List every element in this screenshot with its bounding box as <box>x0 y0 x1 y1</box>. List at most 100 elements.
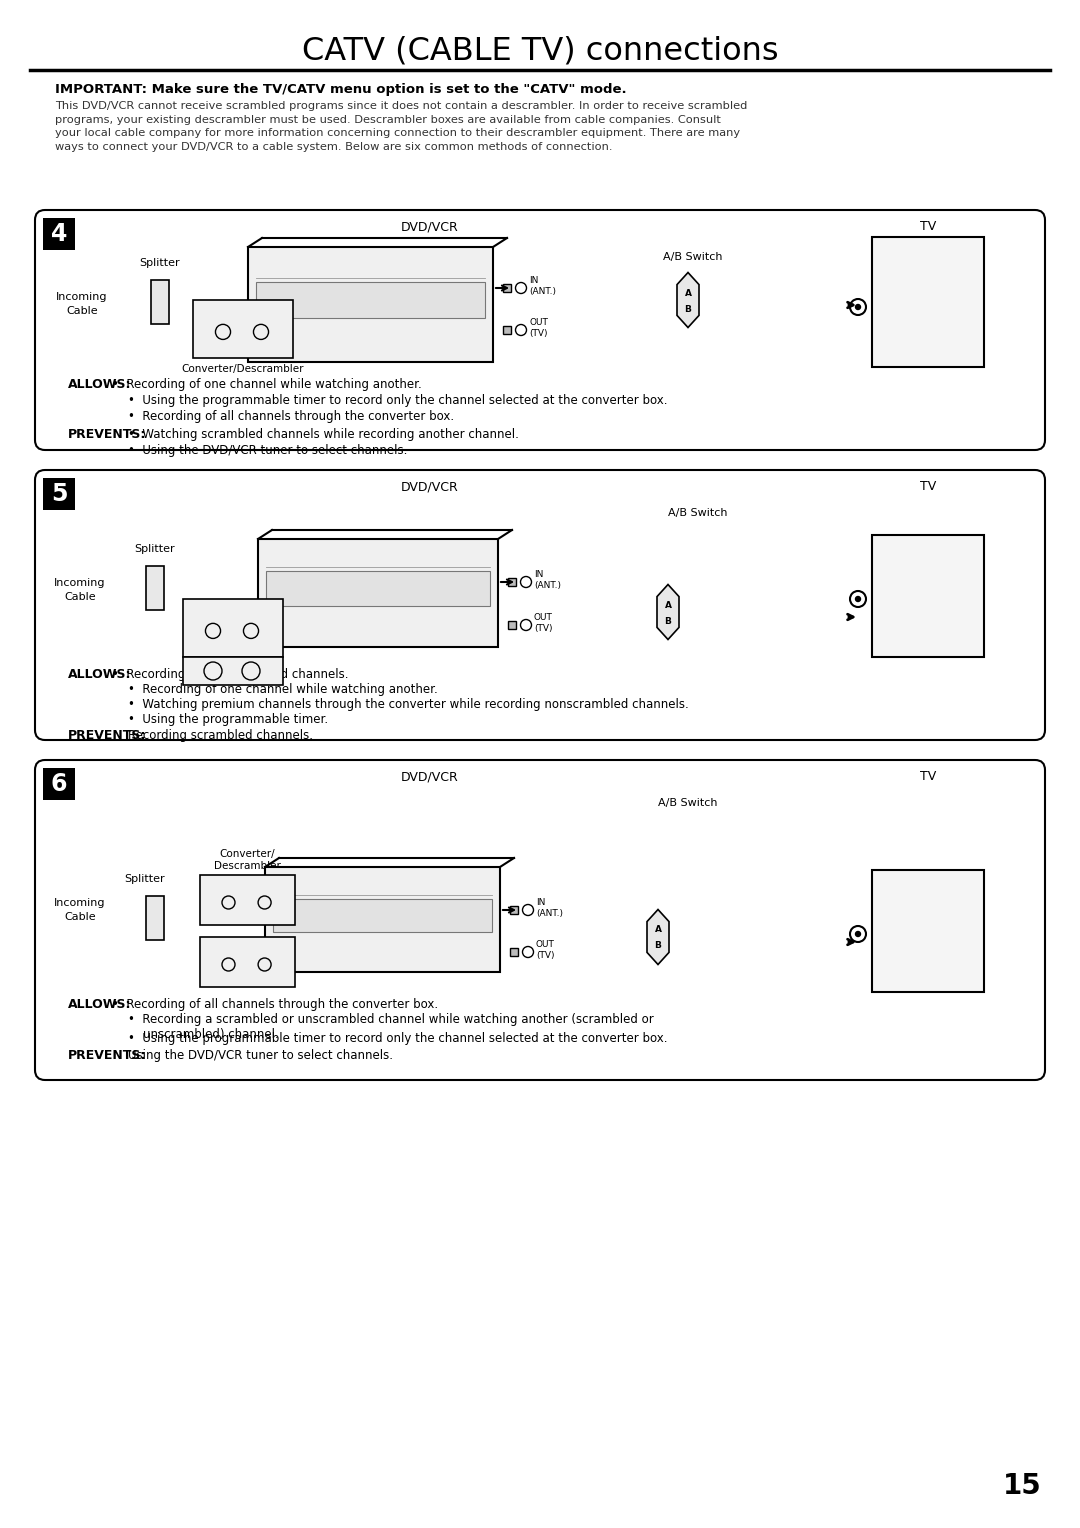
Text: 6: 6 <box>51 772 67 796</box>
Circle shape <box>515 283 527 293</box>
Circle shape <box>850 591 866 607</box>
Text: Incoming
Cable: Incoming Cable <box>56 292 108 316</box>
Text: CATV (CABLE TV) connections: CATV (CABLE TV) connections <box>301 37 779 67</box>
Text: •  Watching premium channels through the converter while recording nonscrambled : • Watching premium channels through the … <box>129 698 689 711</box>
Text: VHF/UHF
IN (ANT): VHF/UHF IN (ANT) <box>905 573 950 596</box>
FancyBboxPatch shape <box>35 209 1045 451</box>
Polygon shape <box>677 272 699 327</box>
Text: Incoming
Cable: Incoming Cable <box>54 579 106 602</box>
Circle shape <box>523 946 534 958</box>
Bar <box>508 620 516 630</box>
Circle shape <box>855 304 861 310</box>
Bar <box>503 284 511 292</box>
Text: Splitter: Splitter <box>139 258 180 267</box>
Circle shape <box>515 324 527 336</box>
Text: IMPORTANT: Make sure the TV/CATV menu option is set to the "CATV" mode.: IMPORTANT: Make sure the TV/CATV menu op… <box>55 83 626 96</box>
Text: Converter/
Descrambler: Converter/ Descrambler <box>200 617 267 639</box>
Text: •  Recording of one channel while watching another.: • Recording of one channel while watchin… <box>129 683 437 695</box>
Circle shape <box>855 932 861 937</box>
Text: •  Watching scrambled channels while recording another channel.: • Watching scrambled channels while reco… <box>129 428 518 442</box>
Bar <box>200 937 295 987</box>
Text: PREVENTS:: PREVENTS: <box>68 729 147 743</box>
Bar <box>872 237 984 367</box>
Bar <box>151 280 168 324</box>
Bar <box>258 539 498 646</box>
Text: A: A <box>685 289 691 298</box>
Circle shape <box>850 926 866 941</box>
Polygon shape <box>647 909 669 964</box>
Text: DVD/VCR: DVD/VCR <box>401 770 459 782</box>
Bar <box>256 281 485 318</box>
Text: B: B <box>664 616 672 625</box>
Text: •  Using the programmable timer to record only the channel selected at the conve: • Using the programmable timer to record… <box>129 1031 667 1045</box>
Text: Converter/
Descrambler: Converter/ Descrambler <box>214 848 281 871</box>
Text: 15: 15 <box>1003 1471 1042 1500</box>
Text: Converter/Descrambler: Converter/Descrambler <box>181 364 305 374</box>
Bar <box>503 325 511 335</box>
Text: A/B Switch: A/B Switch <box>658 798 718 808</box>
Text: PREVENTS:: PREVENTS: <box>68 1050 147 1062</box>
Text: •  Using the programmable timer.: • Using the programmable timer. <box>129 714 328 726</box>
Text: Splitter: Splitter <box>135 544 175 555</box>
Circle shape <box>521 576 531 587</box>
Bar <box>510 906 518 914</box>
Text: TV: TV <box>920 220 936 232</box>
Text: ALLOWS:: ALLOWS: <box>68 377 132 391</box>
Polygon shape <box>657 585 679 640</box>
Bar <box>146 565 164 610</box>
Bar <box>266 571 490 607</box>
Text: VHF/UHF
IN (ANT): VHF/UHF IN (ANT) <box>905 278 950 301</box>
Text: Using the DVD/VCR tuner to select channels.: Using the DVD/VCR tuner to select channe… <box>129 1050 393 1062</box>
Text: 4: 4 <box>51 222 67 246</box>
Text: DVD/VCR: DVD/VCR <box>401 480 459 494</box>
Text: •  Recording a scrambled or unscrambled channel while watching another (scramble: • Recording a scrambled or unscrambled c… <box>129 1013 653 1041</box>
Bar <box>872 535 984 657</box>
Bar <box>183 599 283 657</box>
Bar <box>508 578 516 587</box>
Text: DVD/VCR: DVD/VCR <box>401 220 459 232</box>
Text: 5: 5 <box>51 481 67 506</box>
Text: VHF/UHF
IN (ANT): VHF/UHF IN (ANT) <box>905 908 950 931</box>
Bar <box>510 947 518 957</box>
Text: •  Recording of one channel while watching another.: • Recording of one channel while watchin… <box>112 377 422 391</box>
Circle shape <box>523 905 534 915</box>
Text: IN
(ANT.): IN (ANT.) <box>529 277 556 296</box>
Circle shape <box>855 596 861 602</box>
FancyBboxPatch shape <box>35 759 1045 1080</box>
Text: •  Recording of nonscrambled channels.: • Recording of nonscrambled channels. <box>112 668 349 681</box>
Text: B: B <box>654 941 661 950</box>
Text: This DVD/VCR cannot receive scrambled programs since it does not contain a descr: This DVD/VCR cannot receive scrambled pr… <box>55 101 747 151</box>
Text: IN
(ANT.): IN (ANT.) <box>536 898 563 918</box>
Text: A: A <box>654 926 661 935</box>
Text: A/B Switch: A/B Switch <box>663 252 723 261</box>
Text: Splitter: Splitter <box>124 874 165 885</box>
Bar <box>872 869 984 992</box>
Text: Incoming
Cable: Incoming Cable <box>54 898 106 921</box>
Text: Converter/
Descrambler: Converter/ Descrambler <box>214 950 281 973</box>
Text: •  Recording of all channels through the converter box.: • Recording of all channels through the … <box>112 998 438 1012</box>
Circle shape <box>521 619 531 631</box>
Bar <box>43 219 75 251</box>
Text: •  Using the DVD/VCR tuner to select channels.: • Using the DVD/VCR tuner to select chan… <box>129 445 407 457</box>
Text: B: B <box>685 304 691 313</box>
Bar <box>146 895 164 940</box>
Bar <box>273 898 492 932</box>
Circle shape <box>850 299 866 315</box>
Bar <box>265 866 500 972</box>
Text: ALLOWS:: ALLOWS: <box>68 668 132 681</box>
Text: •  Recording of all channels through the converter box.: • Recording of all channels through the … <box>129 410 454 423</box>
Text: •  Using the programmable timer to record only the channel selected at the conve: • Using the programmable timer to record… <box>129 394 667 406</box>
Text: A: A <box>664 601 672 610</box>
Text: OUT
(TV): OUT (TV) <box>536 940 555 960</box>
Text: TV: TV <box>920 480 936 494</box>
Text: ALLOWS:: ALLOWS: <box>68 998 132 1012</box>
Bar <box>248 248 492 362</box>
Bar <box>200 876 295 924</box>
Text: A/B Switch: A/B Switch <box>669 507 728 518</box>
FancyBboxPatch shape <box>35 471 1045 740</box>
Text: TV: TV <box>920 770 936 782</box>
Text: OUT
(TV): OUT (TV) <box>529 318 548 338</box>
Text: Recording scrambled channels.: Recording scrambled channels. <box>129 729 313 743</box>
Text: PREVENTS:: PREVENTS: <box>68 428 147 442</box>
Bar <box>183 657 283 685</box>
